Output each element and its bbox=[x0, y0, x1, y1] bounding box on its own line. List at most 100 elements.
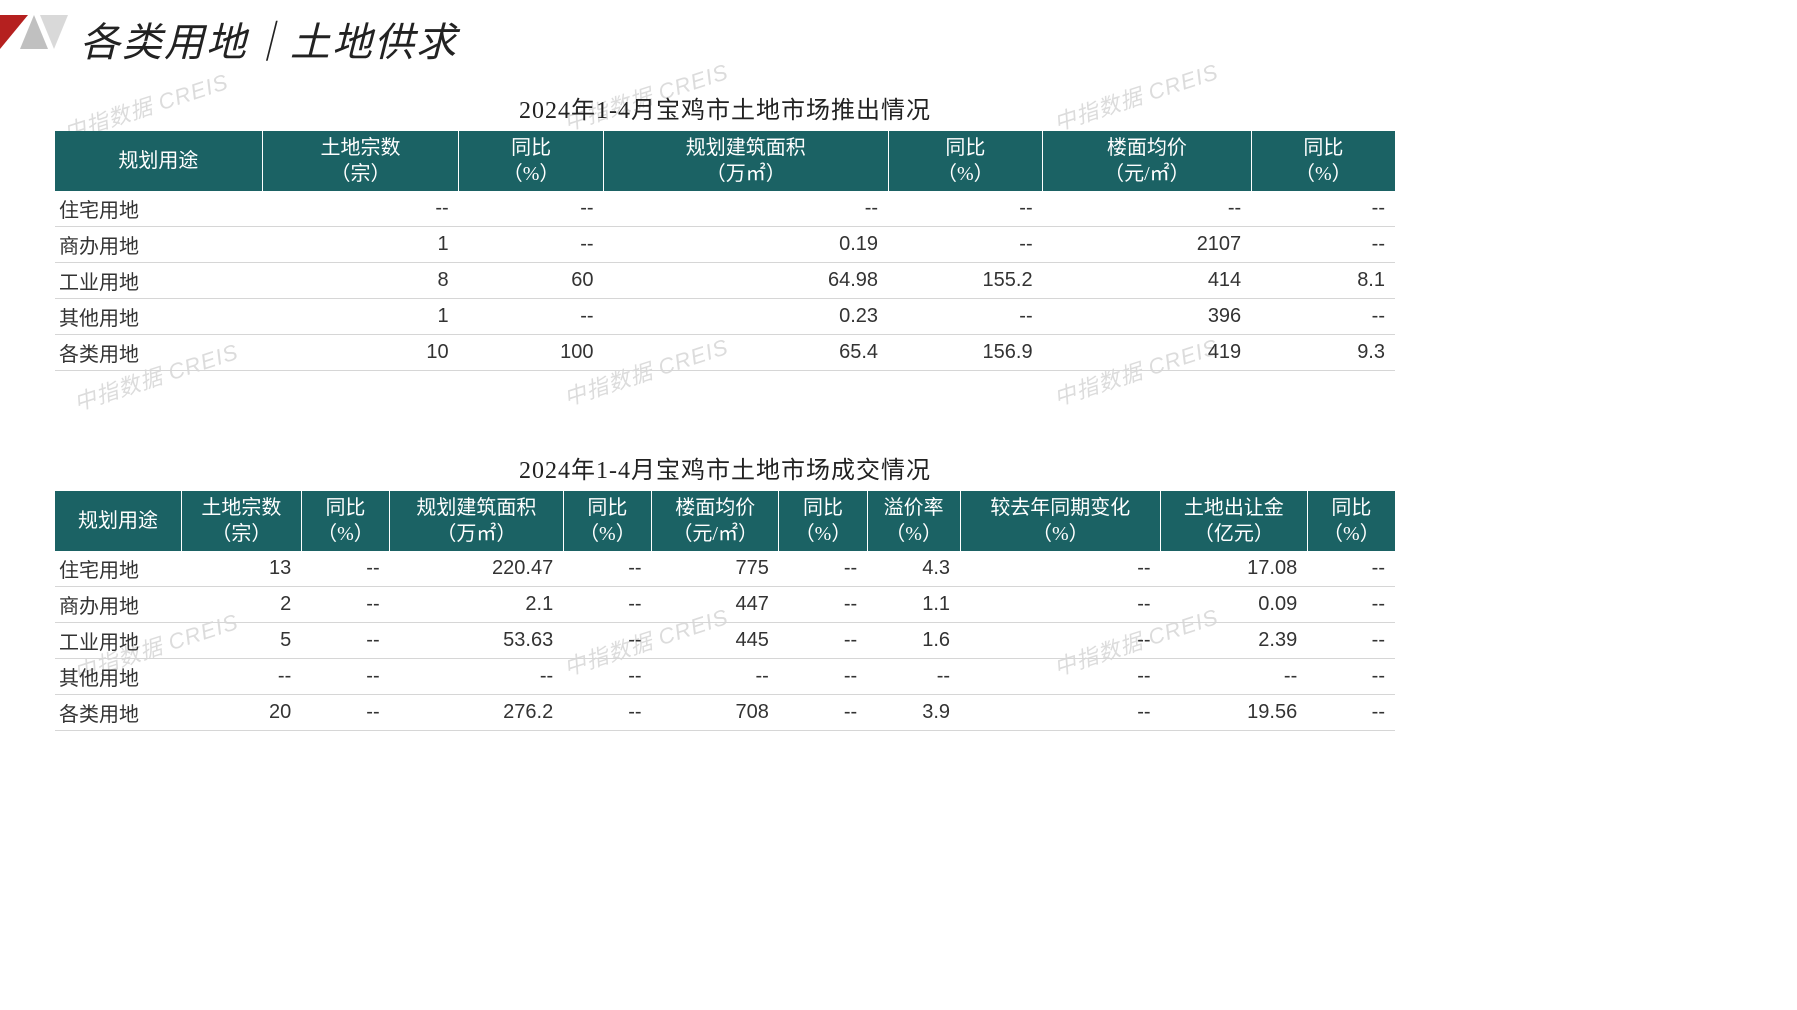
table-cell: 其他用地 bbox=[55, 299, 262, 335]
table-cell: -- bbox=[604, 191, 889, 227]
logo-mark bbox=[0, 15, 65, 49]
table-cell: 445 bbox=[652, 623, 779, 659]
table-cell: -- bbox=[1307, 551, 1395, 587]
table-header-cell: 规划建筑面积（万㎡） bbox=[390, 491, 564, 551]
table-header-cell: 同比（%） bbox=[888, 131, 1043, 191]
table-cell: 708 bbox=[652, 695, 779, 731]
table-cell: -- bbox=[888, 299, 1043, 335]
table-cell: -- bbox=[779, 587, 867, 623]
table-header-cell: 楼面均价（元/㎡） bbox=[1043, 131, 1252, 191]
table-cell: -- bbox=[301, 623, 389, 659]
table-cell: 100 bbox=[459, 335, 604, 371]
table-cell: -- bbox=[563, 659, 651, 695]
table-cell: -- bbox=[779, 551, 867, 587]
table-cell: 0.23 bbox=[604, 299, 889, 335]
table-cell: 17.08 bbox=[1161, 551, 1308, 587]
table-cell: 13 bbox=[181, 551, 301, 587]
table-header-cell: 土地宗数（宗） bbox=[262, 131, 458, 191]
table-cell: -- bbox=[779, 659, 867, 695]
table-cell: 65.4 bbox=[604, 335, 889, 371]
table-header-cell: 规划用途 bbox=[55, 491, 181, 551]
table-header-cell: 楼面均价（元/㎡） bbox=[652, 491, 779, 551]
table-cell: 220.47 bbox=[390, 551, 564, 587]
table-cell: 414 bbox=[1043, 263, 1252, 299]
table-cell: 2.39 bbox=[1161, 623, 1308, 659]
table-header-cell: 同比（%） bbox=[301, 491, 389, 551]
table-cell: 工业用地 bbox=[55, 623, 181, 659]
table-cell: -- bbox=[301, 695, 389, 731]
table-cell: 9.3 bbox=[1251, 335, 1395, 371]
table-cell: -- bbox=[1043, 191, 1252, 227]
table-cell: 1 bbox=[262, 299, 458, 335]
table-cell: -- bbox=[301, 659, 389, 695]
table-cell: 工业用地 bbox=[55, 263, 262, 299]
table-cell: -- bbox=[867, 659, 960, 695]
table-1-title: 2024年1-4月宝鸡市土地市场推出情况 bbox=[55, 90, 1395, 125]
table-cell: -- bbox=[459, 191, 604, 227]
table-header-cell: 土地宗数（宗） bbox=[181, 491, 301, 551]
table-cell: 156.9 bbox=[888, 335, 1043, 371]
table-cell: -- bbox=[652, 659, 779, 695]
table-cell: 276.2 bbox=[390, 695, 564, 731]
table-cell: 8 bbox=[262, 263, 458, 299]
table-row: 工业用地5--53.63--445--1.6--2.39-- bbox=[55, 623, 1395, 659]
table-cell: 419 bbox=[1043, 335, 1252, 371]
table-cell: 2 bbox=[181, 587, 301, 623]
title-right: 土地供求 bbox=[290, 20, 458, 65]
table-cell: 155.2 bbox=[888, 263, 1043, 299]
table-cell: -- bbox=[960, 623, 1161, 659]
table-cell: -- bbox=[563, 587, 651, 623]
table-cell: 447 bbox=[652, 587, 779, 623]
table-row: 其他用地-------------------- bbox=[55, 659, 1395, 695]
table-cell: 4.3 bbox=[867, 551, 960, 587]
table-cell: -- bbox=[1307, 695, 1395, 731]
table-row: 各类用地20--276.2--708--3.9--19.56-- bbox=[55, 695, 1395, 731]
table-cell: -- bbox=[1307, 623, 1395, 659]
table-cell: -- bbox=[960, 551, 1161, 587]
table-cell: -- bbox=[262, 191, 458, 227]
logo bbox=[0, 15, 65, 49]
table-cell: 1 bbox=[262, 227, 458, 263]
table-cell: 各类用地 bbox=[55, 335, 262, 371]
table-cell: -- bbox=[960, 695, 1161, 731]
table-header-cell: 规划建筑面积（万㎡） bbox=[604, 131, 889, 191]
table-header-cell: 溢价率（%） bbox=[867, 491, 960, 551]
table-cell: -- bbox=[779, 623, 867, 659]
table-header-cell: 规划用途 bbox=[55, 131, 262, 191]
table-cell: 775 bbox=[652, 551, 779, 587]
table-cell: 53.63 bbox=[390, 623, 564, 659]
table-cell: 住宅用地 bbox=[55, 551, 181, 587]
table-cell: -- bbox=[563, 623, 651, 659]
table-row: 工业用地86064.98155.24148.1 bbox=[55, 263, 1395, 299]
table-2-block: 2024年1-4月宝鸡市土地市场成交情况 规划用途土地宗数（宗）同比（%）规划建… bbox=[55, 450, 1395, 731]
table-row: 住宅用地------------ bbox=[55, 191, 1395, 227]
table-header-cell: 同比（%） bbox=[779, 491, 867, 551]
table-cell: -- bbox=[181, 659, 301, 695]
table-cell: 19.56 bbox=[1161, 695, 1308, 731]
table-row: 各类用地1010065.4156.94199.3 bbox=[55, 335, 1395, 371]
table-cell: -- bbox=[1251, 299, 1395, 335]
table-cell: -- bbox=[888, 191, 1043, 227]
table-cell: 2107 bbox=[1043, 227, 1252, 263]
table-cell: 10 bbox=[262, 335, 458, 371]
table-cell: 各类用地 bbox=[55, 695, 181, 731]
table-cell: 2.1 bbox=[390, 587, 564, 623]
table-cell: 396 bbox=[1043, 299, 1252, 335]
table-cell: -- bbox=[1307, 587, 1395, 623]
page-title: 各类用地｜土地供求 bbox=[80, 10, 458, 68]
table-cell: 5 bbox=[181, 623, 301, 659]
table-cell: -- bbox=[390, 659, 564, 695]
table-header-cell: 同比（%） bbox=[459, 131, 604, 191]
table-row: 住宅用地13--220.47--775--4.3--17.08-- bbox=[55, 551, 1395, 587]
table-row: 其他用地1--0.23--396-- bbox=[55, 299, 1395, 335]
table-header-cell: 同比（%） bbox=[1307, 491, 1395, 551]
table-header-cell: 同比（%） bbox=[563, 491, 651, 551]
table-cell: 0.19 bbox=[604, 227, 889, 263]
table-cell: 1.6 bbox=[867, 623, 960, 659]
table-header-cell: 同比（%） bbox=[1251, 131, 1395, 191]
table-cell: 3.9 bbox=[867, 695, 960, 731]
table-cell: 60 bbox=[459, 263, 604, 299]
table-row: 商办用地2--2.1--447--1.1--0.09-- bbox=[55, 587, 1395, 623]
table-cell: -- bbox=[1307, 659, 1395, 695]
table-header-cell: 较去年同期变化（%） bbox=[960, 491, 1161, 551]
